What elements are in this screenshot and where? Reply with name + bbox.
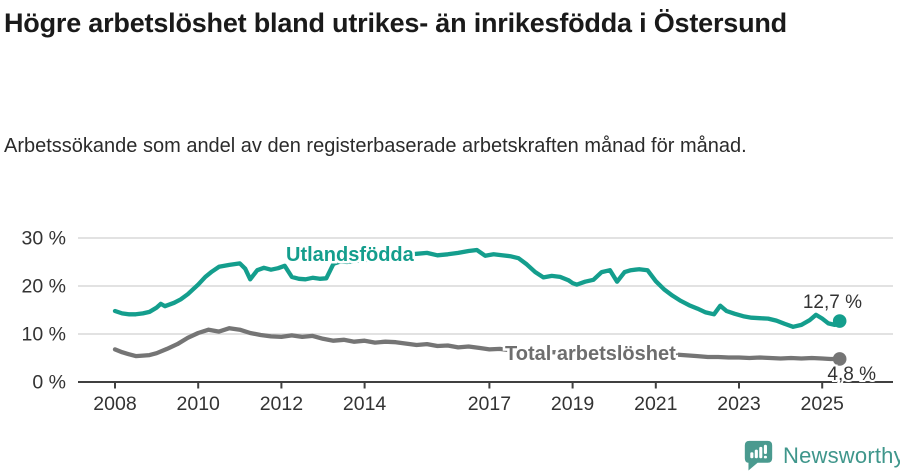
newsworthy-brand-name: Newsworthy [783,442,900,468]
end-dot-total-arbetsloshet [832,352,847,366]
x-axis-label: 2021 [634,393,677,415]
series-label-utlandsfodda: Utlandsfödda [286,244,415,266]
end-value-label-total-arbetsloshet: 4,8 % [827,364,876,385]
y-axis-label: 20 % [22,276,66,298]
series-labels: Utlandsfödda Total arbetslöshet [284,242,679,368]
axes: 0 % 10 % 20 % 30 % 2008 2010 2012 2014 2017 2019 2… [22,228,893,415]
y-axis-label: 10 % [22,324,66,346]
unemployment-line-chart: 0 % 10 % 20 % 30 % 2008 2010 2012 2014 2017 2019 2… [22,228,893,415]
newsworthy-bubble-chart-icon [744,440,773,471]
y-axis-label: 0 % [32,372,66,394]
gridlines [78,237,893,335]
x-axis-label: 2012 [260,393,303,415]
page-title: Högre arbetslöshet bland utrikes- än inr… [4,8,787,38]
newsworthy-logo[interactable]: Newsworthy [743,439,900,472]
series-label-total-arbetsloshet: Total arbetslöshet [505,343,676,365]
x-axis-label: 2023 [717,393,760,415]
series-line-utlandsfodda [112,247,842,329]
x-axis-label: 2014 [343,393,387,415]
end-dot-utlandsfodda [832,314,847,328]
series-lines [112,247,842,362]
x-axis-label: 2008 [93,393,136,415]
end-value-label-utlandsfodda: 12,7 % [803,292,862,313]
x-axis-label: 2010 [177,393,221,415]
series-line-total-arbetsloshet [112,326,842,362]
page-subtitle: Arbetssökande som andel av den registerb… [4,135,747,157]
x-axis-label: 2019 [551,393,594,415]
y-axis-label: 30 % [22,228,66,250]
end-markers: 12,7 % 4,8 % [801,290,878,387]
x-axis-label: 2017 [468,393,511,415]
x-axis-label: 2025 [801,393,845,415]
